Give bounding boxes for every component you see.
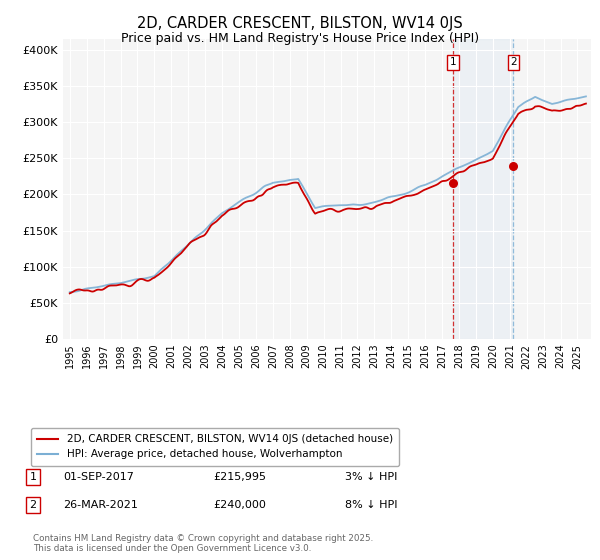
Text: 01-SEP-2017: 01-SEP-2017 — [63, 472, 134, 482]
Text: £215,995: £215,995 — [213, 472, 266, 482]
Text: 2D, CARDER CRESCENT, BILSTON, WV14 0JS: 2D, CARDER CRESCENT, BILSTON, WV14 0JS — [137, 16, 463, 31]
Text: 26-MAR-2021: 26-MAR-2021 — [63, 500, 138, 510]
Point — [449, 179, 458, 188]
Text: 3% ↓ HPI: 3% ↓ HPI — [345, 472, 397, 482]
Text: 1: 1 — [29, 472, 37, 482]
Point — [509, 161, 518, 170]
Text: Price paid vs. HM Land Registry's House Price Index (HPI): Price paid vs. HM Land Registry's House … — [121, 32, 479, 45]
Text: Contains HM Land Registry data © Crown copyright and database right 2025.
This d: Contains HM Land Registry data © Crown c… — [33, 534, 373, 553]
Text: £240,000: £240,000 — [213, 500, 266, 510]
Text: 8% ↓ HPI: 8% ↓ HPI — [345, 500, 398, 510]
Text: 1: 1 — [450, 57, 457, 67]
Legend: 2D, CARDER CRESCENT, BILSTON, WV14 0JS (detached house), HPI: Average price, det: 2D, CARDER CRESCENT, BILSTON, WV14 0JS (… — [31, 428, 399, 465]
Bar — [454, 39, 514, 339]
Text: 2: 2 — [29, 500, 37, 510]
Text: 2: 2 — [510, 57, 517, 67]
